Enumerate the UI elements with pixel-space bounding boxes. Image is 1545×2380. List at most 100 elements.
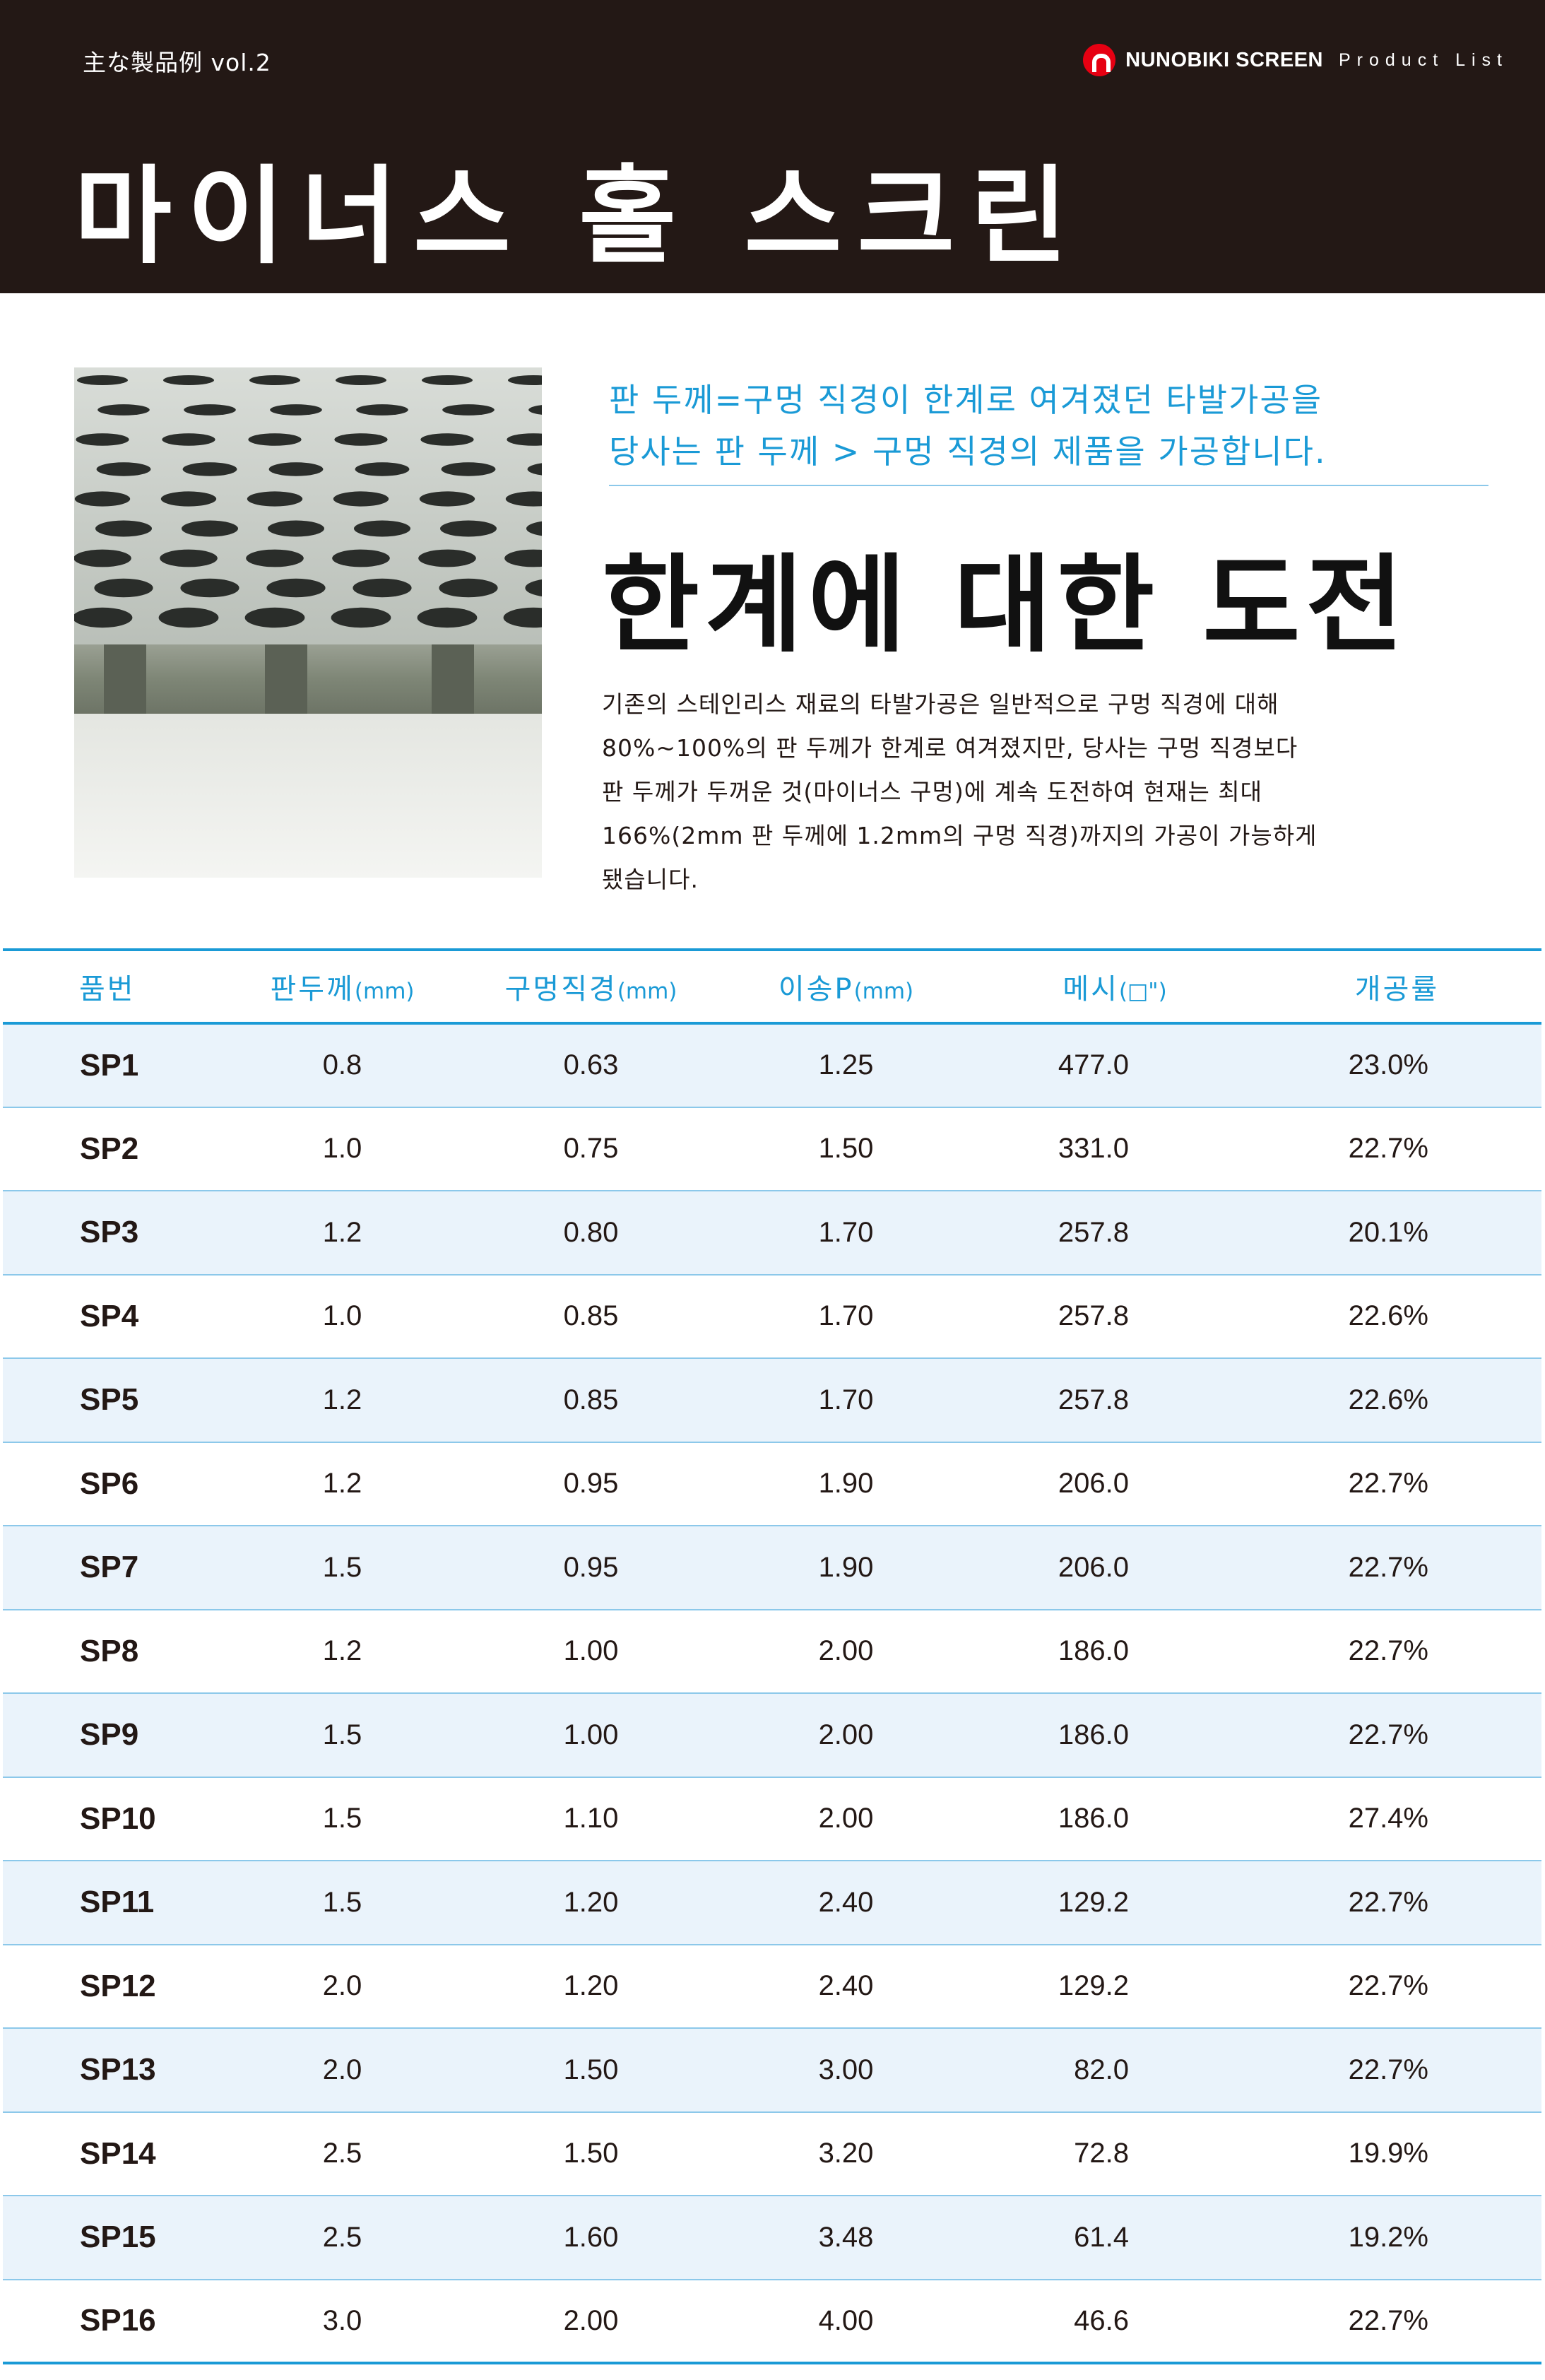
table-row: SP8 1.2 1.00 2.00 186.0 22.7% — [3, 1609, 1541, 1694]
perforation-hole — [417, 607, 478, 628]
part-number-cell: SP15 — [3, 2196, 218, 2280]
perforation-hole — [182, 520, 238, 537]
thickness-cell: 1.5 — [218, 1693, 467, 1778]
open-area-cell: 22.7% — [1253, 1944, 1541, 2029]
perforation-hole — [526, 521, 542, 536]
table-row: SP10 1.5 1.10 2.00 186.0 27.4% — [3, 1777, 1541, 1861]
perforation-hole — [332, 549, 390, 567]
part-number-cell: SP16 — [3, 2279, 218, 2364]
pitch-cell: 2.00 — [715, 1693, 977, 1778]
brand-name: NUNOBIKI SCREEN — [1125, 48, 1323, 71]
mesh-cell: 186.0 — [977, 1693, 1253, 1778]
open-area-cell: 20.1% — [1253, 1191, 1541, 1276]
thickness-cell: 2.0 — [218, 2028, 467, 2113]
part-number-cell: SP8 — [3, 1609, 218, 1694]
nunobiki-logo-icon — [1083, 44, 1116, 76]
perforation-hole — [182, 462, 237, 476]
page-title: 마이너스 홀 스크린 — [74, 155, 1084, 278]
pitch-cell: 3.48 — [715, 2196, 977, 2280]
perforation-hole — [527, 463, 542, 476]
table-row: SP14 2.5 1.50 3.20 72.8 19.9% — [3, 2111, 1541, 2196]
perforation-hole — [96, 462, 151, 476]
hole-diameter-cell: 1.00 — [467, 1693, 715, 1778]
hole-diameter-cell: 0.63 — [467, 1023, 715, 1108]
mesh-cell: 206.0 — [977, 1526, 1253, 1610]
part-number-cell: SP4 — [3, 1274, 218, 1359]
thickness-cell: 1.5 — [218, 1526, 467, 1610]
thickness-cell: 1.5 — [218, 1777, 467, 1861]
lead-copy: 판 두께=구멍 직경이 한계로 여겨졌던 타발가공을 당사는 판 두께 > 구멍… — [609, 375, 1492, 478]
table-row: SP4 1.0 0.85 1.70 257.8 22.6% — [3, 1274, 1541, 1359]
table-row: SP2 1.0 0.75 1.50 331.0 22.7% — [3, 1107, 1541, 1191]
body-line: 기존의 스테인리스 재료의 타발가공은 일반적으로 구멍 직경에 대해 — [602, 690, 1279, 718]
mesh-cell: 257.8 — [977, 1358, 1253, 1443]
column-header: 판두께(mm) — [218, 948, 467, 1025]
body-line: 됐습니다. — [602, 866, 699, 893]
mesh-cell: 46.6 — [977, 2279, 1253, 2364]
part-number-cell: SP14 — [3, 2111, 218, 2196]
hole-diameter-cell: 0.80 — [467, 1191, 715, 1276]
thickness-cell: 1.2 — [218, 1442, 467, 1526]
table-row: SP5 1.2 0.85 1.70 257.8 22.6% — [3, 1358, 1541, 1443]
column-header: 구멍직경(mm) — [467, 948, 715, 1025]
part-number-cell: SP6 — [3, 1442, 218, 1526]
open-area-cell: 23.0% — [1253, 1023, 1541, 1108]
perforation-hole — [162, 433, 215, 446]
perforation-hole — [419, 491, 475, 507]
hole-diameter-cell: 0.95 — [467, 1442, 715, 1526]
perforated-plate-image — [74, 367, 542, 878]
edge-cut — [265, 644, 307, 714]
open-area-cell: 19.9% — [1253, 2111, 1541, 2196]
thickness-cell: 2.5 — [218, 2196, 467, 2280]
series-label: 主な製品例 vol.2 — [83, 49, 271, 76]
hole-diameter-cell: 0.75 — [467, 1107, 715, 1191]
perforation-hole — [74, 607, 133, 628]
body-line: 166%(2mm 판 두께에 1.2mm의 구멍 직경)까지의 가공이 가능하게 — [602, 822, 1318, 849]
perforation-hole — [505, 491, 542, 507]
open-area-cell: 22.6% — [1253, 1274, 1541, 1359]
divider — [609, 485, 1488, 486]
hole-diameter-cell: 1.00 — [467, 1609, 715, 1694]
thickness-cell: 1.2 — [218, 1358, 467, 1443]
part-number-cell: SP12 — [3, 1944, 218, 2029]
hole-diameter-cell: 1.20 — [467, 1944, 715, 2029]
perforation-hole — [74, 491, 131, 507]
perforation-hole — [525, 579, 542, 596]
thickness-cell: 2.0 — [218, 1944, 467, 2029]
table-row: SP3 1.2 0.80 1.70 257.8 20.1% — [3, 1191, 1541, 1276]
thickness-cell: 1.5 — [218, 1861, 467, 1945]
perforation-hole — [439, 578, 498, 598]
hole-diameter-cell: 1.20 — [467, 1861, 715, 1945]
mesh-cell: 206.0 — [977, 1442, 1253, 1526]
mesh-cell: 129.2 — [977, 1861, 1253, 1945]
open-area-cell: 22.7% — [1253, 1609, 1541, 1694]
edge-cut — [104, 644, 146, 714]
table-row: SP16 3.0 2.00 4.00 46.6 22.7% — [3, 2279, 1541, 2364]
headline: 한계에 대한 도전 — [602, 543, 1409, 667]
brand-tagline: Product List — [1338, 49, 1508, 70]
perforation-hole — [503, 607, 542, 628]
perforation-hole — [331, 607, 391, 628]
open-area-cell: 22.7% — [1253, 2279, 1541, 2364]
body-copy: 기존의 스테인리스 재료의 타발가공은 일반적으로 구멍 직경에 대해 80%~… — [602, 683, 1443, 902]
perforation-hole — [440, 520, 497, 537]
hole-diameter-cell: 0.85 — [467, 1358, 715, 1443]
perforation-hole — [418, 549, 476, 567]
mesh-cell: 331.0 — [977, 1107, 1253, 1191]
pitch-cell: 2.40 — [715, 1944, 977, 2029]
perforation-hole — [353, 578, 412, 598]
perforation-hole — [507, 433, 542, 446]
open-area-cell: 22.6% — [1253, 1358, 1541, 1443]
table-header-row: 품번 판두께(mm) 구멍직경(mm) 이송P(mm) 메시(□") 개공률 — [3, 948, 1541, 1025]
body-line: 판 두께가 두꺼운 것(마이너스 구멍)에 계속 도전하여 현재는 최대 — [602, 778, 1263, 806]
column-header: 메시(□") — [977, 948, 1253, 1025]
perforation-hole — [356, 404, 408, 416]
perforation-hole — [158, 607, 219, 628]
thickness-cell: 1.2 — [218, 1609, 467, 1694]
pitch-cell: 3.00 — [715, 2028, 977, 2113]
table-row: SP11 1.5 1.20 2.40 129.2 22.7% — [3, 1861, 1541, 1945]
perforation-hole — [268, 520, 324, 537]
part-number-cell: SP2 — [3, 1107, 218, 1191]
hole-diameter-cell: 1.10 — [467, 1777, 715, 1861]
pitch-cell: 1.90 — [715, 1526, 977, 1610]
